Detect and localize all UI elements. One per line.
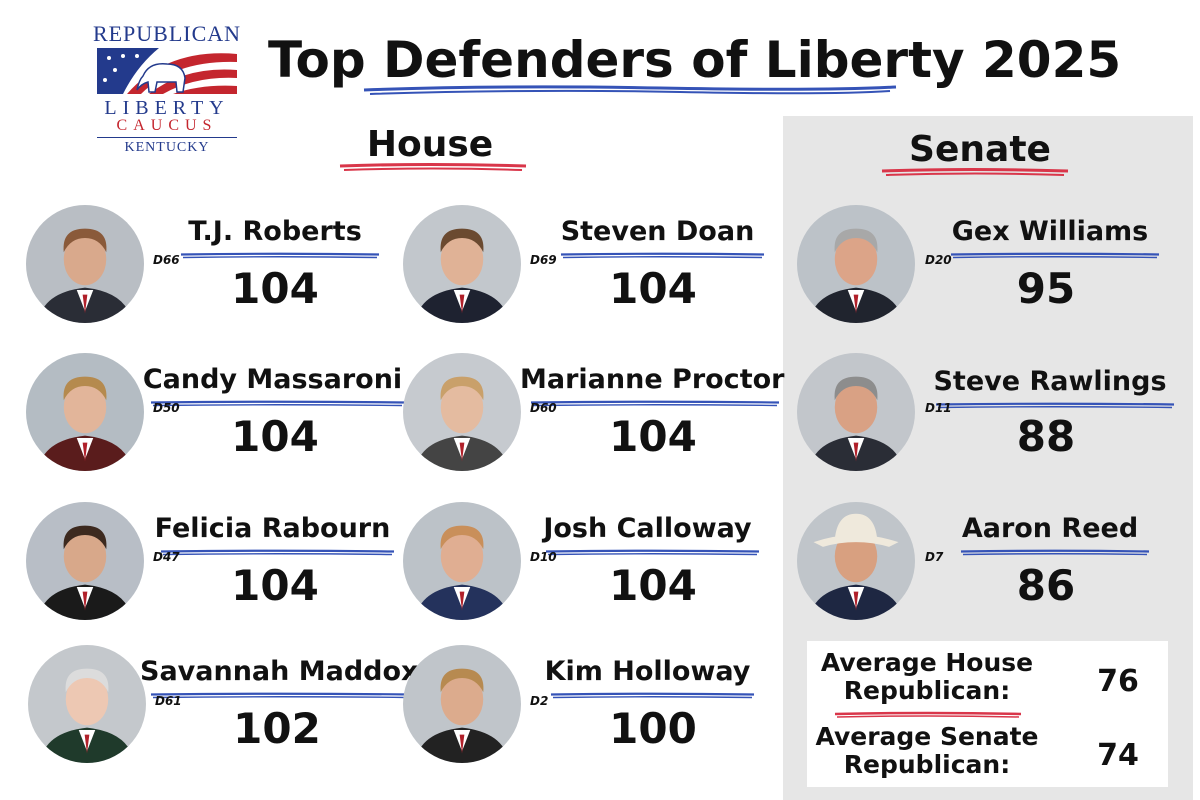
member-score: 104: [231, 412, 319, 461]
member-name: Marianne Proctor: [520, 364, 785, 395]
member-district: D7: [925, 550, 944, 564]
logo-divider: [97, 137, 237, 138]
member-photo: [403, 353, 521, 471]
member-district: D10: [530, 550, 557, 564]
member-score: 104: [231, 561, 319, 610]
member-name: Savannah Maddox: [140, 656, 419, 687]
member-photo: [26, 205, 144, 323]
elephant-flag-icon: [97, 48, 237, 96]
senate-heading-underline: [881, 168, 1069, 176]
page-title: Top Defenders of Liberty 2025: [268, 31, 1122, 89]
member-name: Candy Massaroni: [142, 364, 403, 395]
avg-house-value: 76: [1097, 664, 1139, 699]
logo-line-republican: REPUBLICAN: [92, 21, 242, 46]
member-district: D66: [153, 253, 180, 267]
member-score: 104: [231, 264, 319, 313]
member-name: Gex Williams: [951, 216, 1149, 247]
name-underline: [160, 549, 395, 556]
logo-line-liberty: LIBERTY: [104, 97, 230, 119]
house-heading: House: [366, 124, 494, 165]
member-photo: [797, 205, 915, 323]
member-photo: [403, 205, 521, 323]
caucus-logo: REPUBLICAN LIBERTY CAUCUS KENTUCKY: [92, 21, 242, 155]
member-district: D61: [155, 694, 182, 708]
name-underline: [935, 402, 1175, 409]
member-score: 100: [609, 704, 697, 753]
member-name: Aaron Reed: [961, 513, 1139, 544]
member-name: Felicia Rabourn: [154, 513, 391, 544]
member-score: 104: [609, 561, 697, 610]
title-underline: [363, 85, 897, 95]
member-photo: [403, 645, 521, 763]
member-district: D11: [925, 401, 952, 415]
member-photo: [26, 502, 144, 620]
member-name: T.J. Roberts: [188, 216, 362, 247]
member-district: D69: [530, 253, 557, 267]
name-underline: [150, 400, 405, 407]
logo-line-caucus: CAUCUS: [116, 117, 218, 134]
member-photo: [797, 353, 915, 471]
name-underline: [560, 252, 765, 259]
logo-line-kentucky: KENTUCKY: [124, 140, 210, 155]
member-score: 88: [1016, 412, 1076, 461]
member-name: Josh Calloway: [543, 513, 752, 544]
member-photo: [28, 645, 146, 763]
member-photo: [403, 502, 521, 620]
member-name: Steve Rawlings: [933, 366, 1167, 397]
avg-senate-value: 74: [1097, 738, 1139, 773]
member-score: 86: [1016, 561, 1076, 610]
member-district: D60: [530, 401, 557, 415]
member-name: Kim Holloway: [544, 656, 751, 687]
member-score: 95: [1016, 264, 1076, 313]
member-name: Steven Doan: [560, 216, 755, 247]
name-underline: [550, 692, 755, 699]
name-underline: [545, 549, 760, 556]
name-underline: [950, 252, 1160, 259]
house-heading-underline: [339, 163, 527, 171]
name-underline: [180, 252, 380, 259]
member-score: 104: [609, 264, 697, 313]
avg-house-label: Average House Republican:: [820, 648, 1034, 705]
name-underline: [960, 549, 1150, 556]
member-score: 102: [233, 704, 321, 753]
member-district: D50: [153, 401, 180, 415]
name-underline: [530, 400, 780, 407]
member-score: 104: [609, 412, 697, 461]
member-photo: [797, 502, 915, 620]
averages-box: Average House Republican: 76 Average Sen…: [807, 641, 1168, 787]
member-district: D20: [925, 253, 952, 267]
avg-senate-label: Average Senate Republican:: [815, 722, 1039, 779]
member-district: D2: [530, 694, 549, 708]
senate-heading: Senate: [909, 129, 1051, 170]
avg-house-underline: [834, 711, 1022, 718]
member-photo: [26, 353, 144, 471]
name-underline: [150, 692, 410, 699]
member-district: D47: [153, 550, 180, 564]
